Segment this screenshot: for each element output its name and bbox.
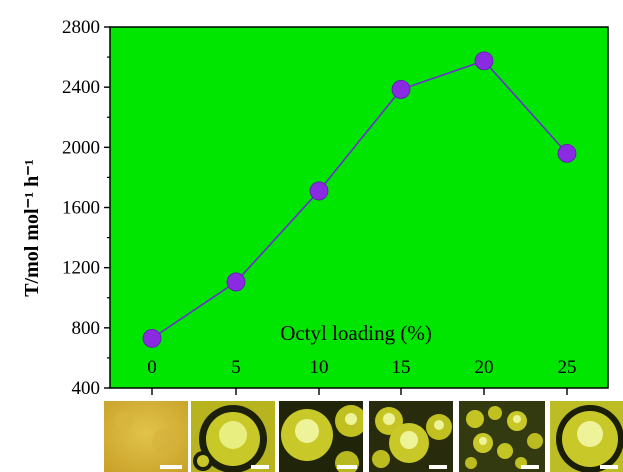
data-point-25 bbox=[557, 143, 577, 163]
data-point-15 bbox=[391, 80, 411, 99]
x-tick-label-0: 0 bbox=[147, 357, 157, 378]
y-tick-label-5: 2400 bbox=[62, 77, 100, 98]
micrograph-5 bbox=[191, 401, 275, 472]
micrograph-20 bbox=[459, 401, 545, 472]
x-axis-title: Octyl loading (%) bbox=[280, 321, 432, 345]
plot-area bbox=[109, 26, 609, 389]
x-tick-label-3: 15 bbox=[392, 357, 411, 378]
data-points bbox=[142, 51, 577, 348]
micrograph-15 bbox=[369, 401, 453, 472]
data-point-10 bbox=[309, 181, 329, 201]
y-tick-label-1: 800 bbox=[72, 318, 101, 339]
x-tick-label-5: 25 bbox=[558, 357, 577, 378]
x-tick-label-4: 20 bbox=[475, 357, 494, 378]
data-point-0 bbox=[142, 328, 162, 348]
micrograph-10 bbox=[279, 401, 363, 472]
y-tick-label-4: 2000 bbox=[62, 137, 100, 158]
y-axis-title: T/mol mol⁻¹ h⁻¹ bbox=[21, 159, 43, 297]
series-line bbox=[151, 59, 568, 340]
data-point-20 bbox=[474, 51, 494, 71]
micrograph-0 bbox=[104, 401, 188, 472]
y-tick-label-2: 1200 bbox=[62, 258, 100, 279]
x-tick-label-1: 5 bbox=[231, 357, 241, 378]
x-axis: 0 5 10 15 20 25 bbox=[147, 357, 577, 395]
chart: 400 800 1200 1600 2000 2400 2800 0 5 10 15 20 25 T/… bbox=[21, 17, 609, 399]
y-axis: 400 800 1200 1600 2000 2400 2800 bbox=[62, 17, 110, 399]
y-tick-label-3: 1600 bbox=[62, 198, 100, 219]
y-tick-label-0: 400 bbox=[72, 378, 101, 399]
x-tick-label-2: 10 bbox=[310, 357, 329, 378]
data-point-5 bbox=[226, 272, 246, 292]
y-tick-label-6: 2800 bbox=[62, 17, 100, 38]
micrograph-25 bbox=[550, 401, 623, 472]
